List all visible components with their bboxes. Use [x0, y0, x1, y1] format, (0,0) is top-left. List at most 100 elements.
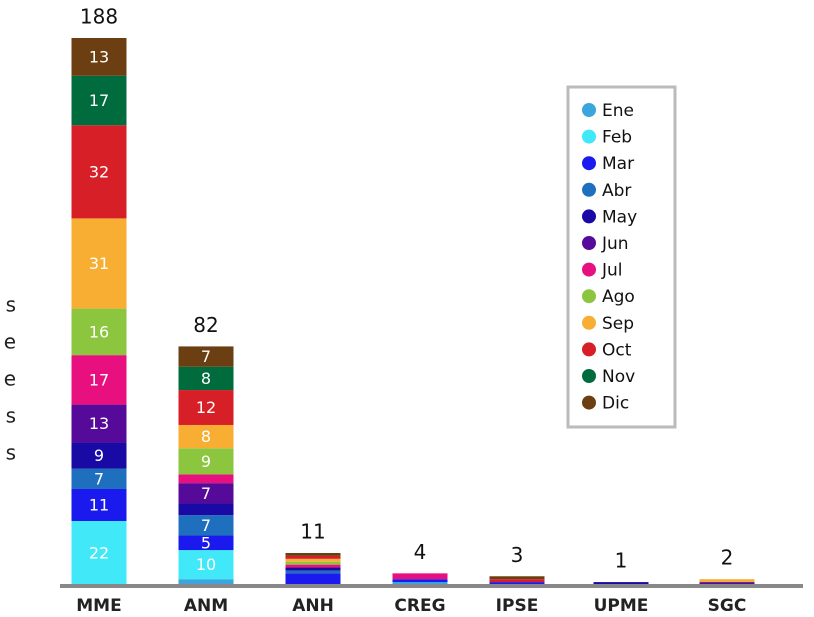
total-label: 188 — [80, 5, 118, 29]
total-label: 11 — [300, 519, 325, 543]
bar-segment — [699, 579, 755, 583]
segment-label: 17 — [89, 91, 109, 110]
x-tick-label: SGC — [708, 596, 747, 616]
bar-segment — [71, 355, 127, 405]
segment-label: 7 — [94, 469, 104, 488]
segment-label: 7 — [201, 347, 211, 366]
bar-segment — [285, 561, 341, 565]
segment-label: 8 — [201, 427, 211, 446]
x-tick-label: ANH — [292, 596, 334, 616]
bar-segment — [178, 448, 234, 475]
segment-label: 22 — [89, 543, 109, 562]
legend-marker — [582, 262, 596, 277]
bar-segment — [178, 503, 234, 516]
bar-segment — [489, 579, 545, 583]
side-text: s — [6, 404, 16, 428]
legend-marker — [582, 156, 596, 171]
bar-segment — [71, 75, 127, 126]
bar-segment — [178, 535, 234, 551]
bar-segment — [285, 567, 341, 571]
bar-segment — [178, 579, 234, 585]
bar-segment — [178, 346, 234, 367]
segment-label: 13 — [89, 47, 109, 66]
bar-segment — [71, 404, 127, 443]
side-text: s — [6, 293, 16, 317]
legend-label: Jul — [601, 261, 623, 281]
bar-segment — [71, 468, 127, 489]
segment-label: 7 — [201, 484, 211, 503]
total-label: 4 — [414, 540, 427, 564]
bar-segment — [71, 125, 127, 219]
bar-segment — [71, 520, 127, 585]
total-label: 3 — [511, 543, 524, 567]
x-tick-label: UPME — [594, 596, 649, 616]
bar-segment — [178, 424, 234, 449]
legend-marker — [582, 209, 596, 224]
legend-marker — [582, 369, 596, 383]
legend-marker — [582, 103, 596, 117]
x-tick-label: ANM — [184, 596, 228, 616]
bar-segment — [178, 474, 234, 484]
legend-marker — [582, 315, 596, 330]
bar-segment — [392, 579, 448, 583]
legend-label: Ene — [602, 101, 634, 121]
bar-segment — [285, 573, 341, 585]
segment-label: 31 — [89, 254, 109, 273]
segment-label: 9 — [94, 446, 104, 465]
bar-segment — [285, 564, 341, 568]
segment-label: 13 — [89, 414, 109, 433]
side-text: e — [4, 367, 16, 391]
bar-segment — [699, 582, 755, 585]
total-label: 1 — [615, 549, 628, 573]
x-tick-label: IPSE — [496, 596, 539, 616]
legend-label: Mar — [602, 154, 634, 174]
total-label: 2 — [721, 546, 734, 570]
bar-segment — [489, 576, 545, 580]
legend-marker — [582, 289, 596, 304]
bar-segment — [489, 582, 545, 585]
legend-label: Sep — [602, 314, 634, 334]
segment-label: 32 — [89, 162, 109, 181]
bar-segment — [392, 573, 448, 580]
legend-marker — [582, 395, 596, 410]
legend-marker — [582, 342, 596, 357]
legend-marker — [582, 182, 596, 197]
bar-segment — [392, 582, 448, 585]
legend-marker — [582, 236, 596, 250]
bar-segment — [178, 483, 234, 504]
segment-label: 7 — [201, 516, 211, 535]
side-text: s — [6, 441, 16, 465]
side-text: e — [4, 330, 16, 354]
legend-label: Dic — [602, 394, 629, 414]
bar-segment — [178, 550, 234, 580]
segment-label: 9 — [201, 452, 211, 471]
total-label: 82 — [193, 313, 218, 337]
segment-label: 10 — [196, 555, 216, 574]
legend-label: Nov — [602, 367, 635, 387]
bar-segment — [285, 570, 341, 574]
bar-segment — [178, 515, 234, 536]
segment-label: 16 — [89, 322, 109, 341]
bar-segment — [285, 558, 341, 562]
bar-segment — [71, 308, 127, 356]
bar-segment — [178, 390, 234, 425]
bar-segment — [178, 366, 234, 391]
bar-segment — [285, 552, 341, 556]
legend-marker — [582, 129, 596, 144]
bar-segment — [71, 218, 127, 309]
legend-label: Abr — [602, 181, 631, 201]
segment-label: 8 — [201, 369, 211, 388]
segment-label: 5 — [201, 533, 211, 552]
segment-label: 11 — [89, 495, 109, 514]
x-tick-label: CREG — [394, 596, 445, 616]
legend-label: May — [602, 207, 637, 227]
segment-label: 17 — [89, 370, 109, 389]
segment-label: 12 — [196, 398, 216, 417]
bar-segment — [71, 488, 127, 521]
bar-segment — [71, 442, 127, 469]
bar-segment — [71, 38, 127, 76]
legend-label: Feb — [602, 128, 632, 148]
x-tick-label: MME — [76, 596, 121, 616]
bar-segment — [593, 582, 649, 585]
